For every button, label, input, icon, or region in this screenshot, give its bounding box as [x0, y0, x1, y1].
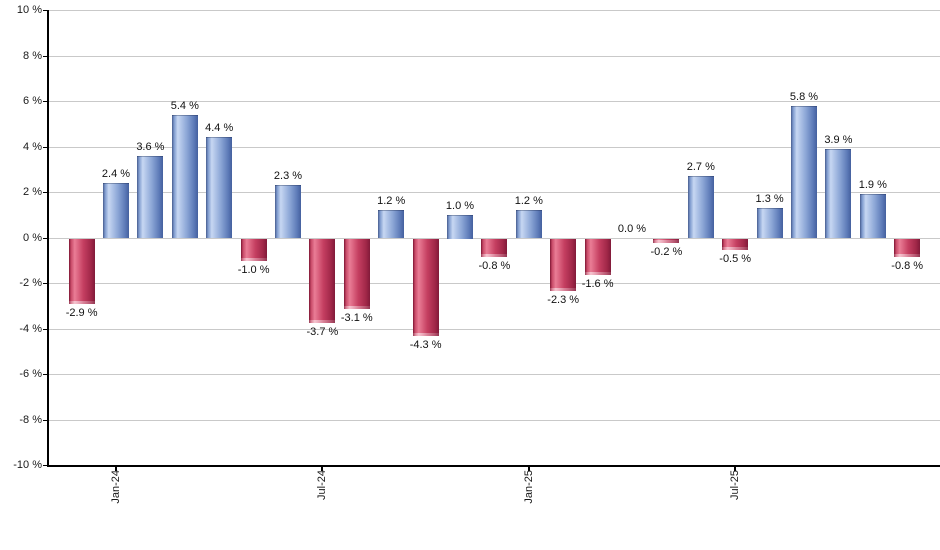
bar-value-label: -3.7 % — [306, 325, 339, 338]
y-axis-tick-label: -8 % — [19, 413, 42, 426]
bar-negative — [653, 238, 680, 244]
bar-value-label: 5.4 % — [170, 99, 199, 112]
bar-value-label: 1.2 % — [514, 195, 543, 208]
bar-value-label: 3.6 % — [136, 140, 165, 153]
y-gridline — [48, 55, 940, 57]
y-gridline — [48, 192, 940, 193]
y-axis-tick-label: 2 % — [23, 186, 42, 198]
y-axis-tick-label: 10 % — [16, 4, 42, 16]
y-axis-tick — [43, 283, 47, 284]
bar-positive — [859, 194, 886, 239]
y-gridline — [48, 374, 940, 375]
y-axis-tick — [43, 237, 47, 239]
bar-value-label: 0.0 % — [617, 222, 647, 235]
bar-positive — [825, 148, 852, 239]
y-axis-tick-label: -4 % — [19, 322, 42, 335]
bar-positive — [756, 207, 783, 239]
y-axis-tick — [43, 374, 47, 375]
bar-value-label: -4.3 % — [409, 339, 442, 352]
y-gridline — [48, 237, 940, 239]
bar-value-label: 1.3 % — [755, 192, 784, 205]
y-axis-tick-label: -6 % — [19, 368, 42, 380]
x-axis-tick — [527, 466, 530, 471]
bar-positive — [515, 210, 542, 239]
y-axis-tick-label: 6 % — [23, 95, 42, 107]
bar-value-label: 1.0 % — [445, 199, 475, 212]
bar-value-label: 3.9 % — [824, 133, 853, 146]
bar-value-label: 1.9 % — [858, 179, 887, 192]
bar-negative — [412, 238, 439, 337]
y-axis-tick — [43, 10, 47, 11]
y-gridline — [48, 101, 940, 102]
x-axis-tick — [321, 466, 324, 471]
bar-negative — [894, 238, 921, 257]
bar-value-label: -2.3 % — [547, 293, 580, 306]
bar-positive — [137, 155, 164, 239]
bar-positive — [687, 176, 714, 239]
y-axis-tick — [43, 192, 47, 193]
x-axis-tick-label: Jul-24 — [316, 470, 329, 500]
bar-positive — [275, 185, 301, 239]
y-gridline — [48, 328, 940, 330]
bar-value-label: -0.2 % — [650, 246, 683, 259]
bar-positive — [447, 214, 473, 239]
bar-value-label: 5.8 % — [789, 90, 819, 103]
bar-value-label: 2.3 % — [273, 170, 303, 183]
y-axis-line — [47, 10, 49, 467]
bar-negative — [240, 238, 267, 262]
x-axis-tick — [115, 466, 117, 471]
bar-negative — [722, 238, 749, 251]
bar-negative — [68, 238, 95, 305]
y-axis-tick-label: -10 % — [13, 459, 42, 471]
bar-positive — [378, 210, 405, 239]
x-axis-tick — [734, 466, 737, 471]
bar-value-label: -0.8 % — [891, 259, 924, 272]
bar-value-label: 2.7 % — [686, 161, 715, 174]
y-gridline — [48, 146, 940, 148]
x-axis-line — [47, 465, 940, 467]
y-axis-tick — [43, 465, 47, 466]
bar-value-label: 4.4 % — [205, 122, 234, 135]
y-axis-tick-label: 0 % — [23, 231, 42, 244]
x-axis-tick-label: Jan-25 — [522, 470, 535, 504]
y-gridline — [48, 419, 940, 421]
x-axis-tick-label: Jan-24 — [110, 470, 122, 504]
y-axis-tick — [43, 101, 47, 102]
y-axis-tick-label: 4 % — [23, 140, 42, 153]
bar-value-label: 2.4 % — [101, 167, 131, 180]
y-axis-tick — [43, 146, 47, 148]
bar-value-label: -1.6 % — [581, 277, 614, 290]
y-gridline — [48, 283, 940, 284]
bar-positive — [103, 182, 129, 239]
y-gridline — [48, 10, 940, 11]
y-axis-tick — [43, 55, 47, 57]
bar-value-label: -1.0 % — [237, 264, 270, 277]
bar-negative — [481, 238, 508, 257]
bar-value-label: -3.1 % — [340, 312, 373, 325]
y-axis-tick-label: -2 % — [19, 277, 42, 289]
bar-value-label: 1.2 % — [377, 195, 406, 208]
bar-positive — [206, 137, 233, 239]
bar-value-label: -0.8 % — [478, 259, 511, 272]
y-axis-tick — [43, 419, 47, 421]
bar-negative — [584, 238, 611, 276]
y-axis-tick — [43, 328, 47, 330]
bar-negative — [343, 238, 370, 310]
bar-positive — [171, 114, 198, 239]
y-axis-tick-label: 8 % — [23, 49, 42, 62]
bar-negative — [309, 238, 336, 323]
bar-value-label: -0.5 % — [719, 252, 752, 265]
bar-positive — [791, 105, 817, 239]
x-axis-tick-label: Jul-25 — [729, 470, 742, 500]
bar-value-label: -2.9 % — [65, 307, 98, 320]
bar-negative — [550, 238, 577, 292]
